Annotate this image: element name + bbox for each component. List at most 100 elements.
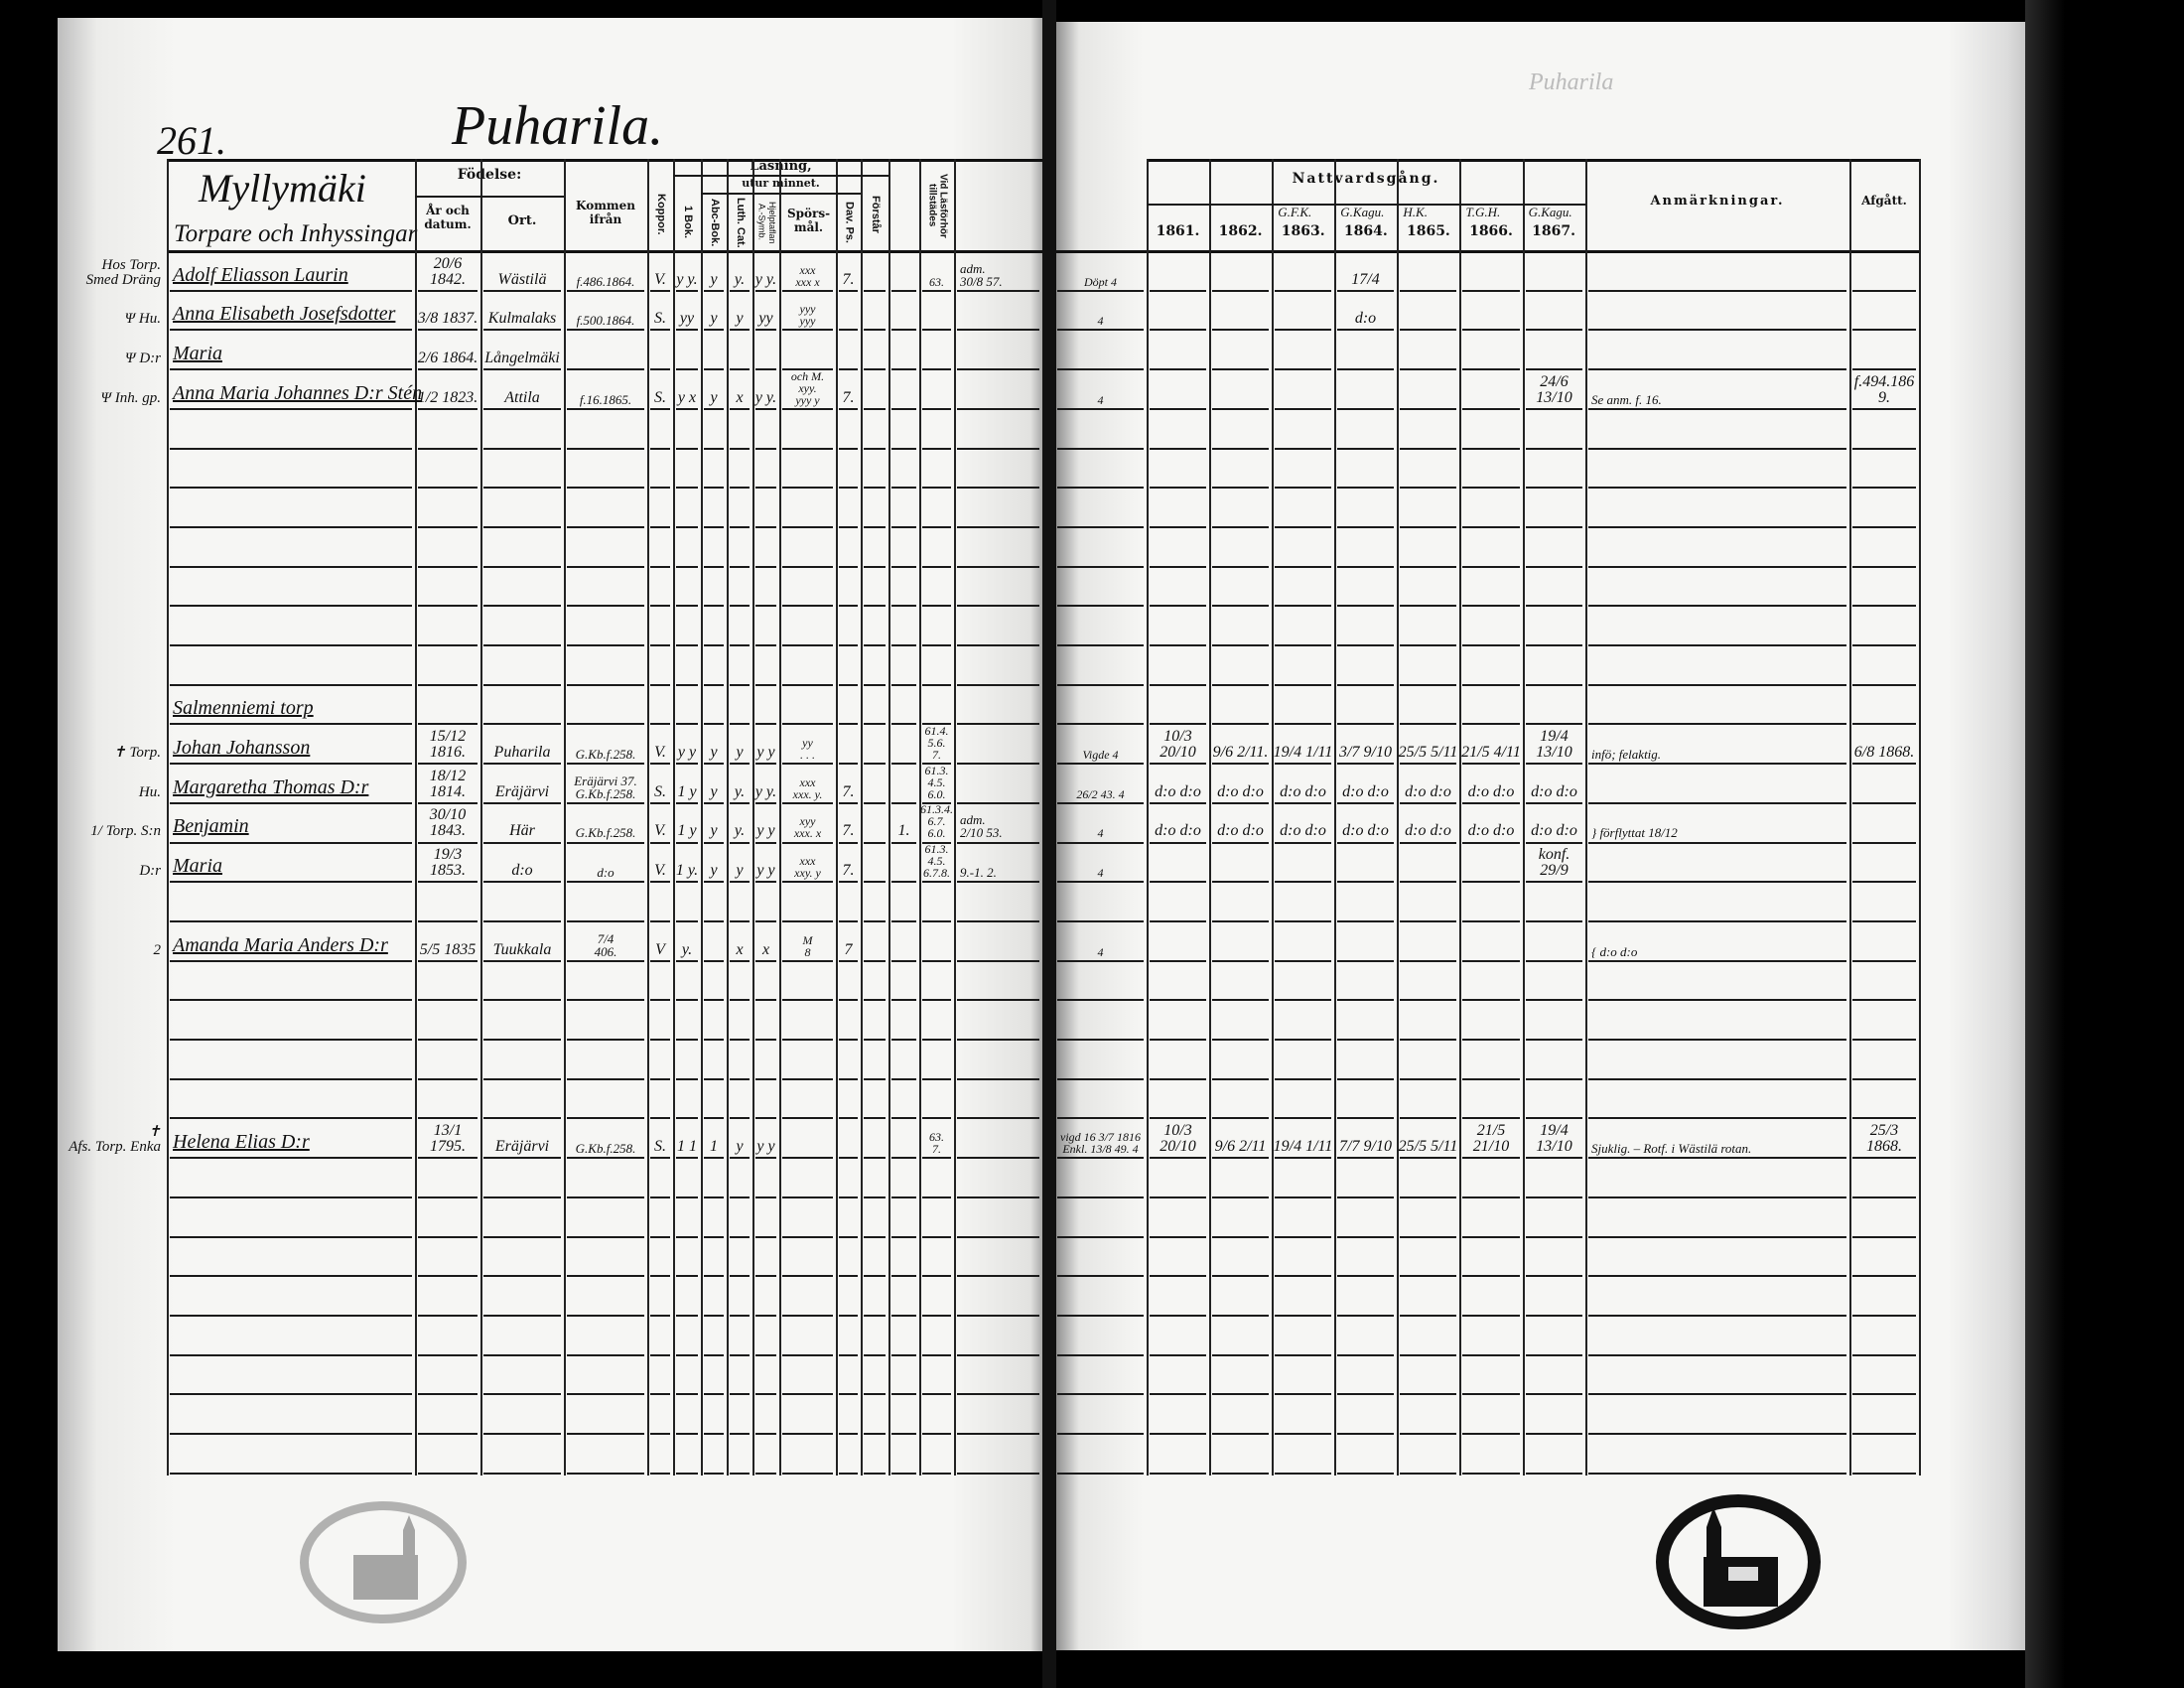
row-rule <box>1150 763 1206 766</box>
cell-note <box>954 726 1042 763</box>
row-rule <box>1337 1472 1394 1475</box>
cell-extra <box>888 1120 919 1157</box>
row-rule <box>1400 368 1456 371</box>
row-rule <box>864 841 886 844</box>
departed-header: Afgått. <box>1861 194 1907 208</box>
cell-y1867 <box>1523 1318 1585 1354</box>
row-rule <box>567 1157 644 1160</box>
cell-margin <box>60 1318 167 1354</box>
cell-dav <box>836 411 861 448</box>
cell-date <box>415 687 480 724</box>
row-rule <box>1150 1353 1206 1356</box>
row-rule <box>676 1353 698 1356</box>
cell-spors <box>779 1199 836 1236</box>
cell-from: f.16.1865. <box>579 391 632 407</box>
row-rule <box>1275 1353 1331 1356</box>
cell-hjelp <box>752 963 779 1000</box>
row-rule <box>1212 1196 1269 1198</box>
cell-luth: y <box>736 310 744 328</box>
row-rule <box>864 407 886 410</box>
row-rule <box>864 1472 886 1475</box>
row-rule <box>1588 1196 1846 1198</box>
cell-koppor <box>647 1239 673 1276</box>
church-drawing-icon <box>353 1515 418 1600</box>
row-rule <box>1275 525 1331 528</box>
cell-y1863 <box>1272 647 1334 684</box>
cell-koppor <box>647 687 673 724</box>
row-rule <box>1526 447 1582 450</box>
row-rule <box>1526 1235 1582 1238</box>
cell-bok1 <box>673 569 701 606</box>
row-rule <box>957 1393 1039 1396</box>
cell-luth: y <box>736 744 744 762</box>
cell-bok1 <box>673 1199 701 1236</box>
row-rule <box>1852 1039 1916 1041</box>
row-rule <box>782 1433 833 1435</box>
cell-y1867 <box>1523 1436 1585 1473</box>
row-rule <box>1275 644 1331 646</box>
row-rule <box>1400 1196 1456 1198</box>
cell-forstar <box>861 451 888 488</box>
cell-from <box>564 1278 647 1315</box>
cell-lasf <box>919 687 954 724</box>
row-rule <box>1852 368 1916 371</box>
cell-luth <box>727 1199 752 1236</box>
row-rule <box>418 999 478 1002</box>
row-rule <box>957 881 1039 884</box>
remarks-header: Anmärkningar. <box>1650 194 1785 209</box>
row-rule <box>676 1077 698 1080</box>
cell-bok1: 1 y. <box>675 862 699 880</box>
row-rule <box>755 644 776 646</box>
cell-y1864 <box>1334 371 1397 408</box>
year-annotation: G.Kagu. <box>1340 205 1385 219</box>
row-rule <box>1337 407 1394 410</box>
cell-extra <box>888 608 919 644</box>
row-rule <box>1462 841 1520 844</box>
row-rule <box>730 407 750 410</box>
row-rule <box>864 329 886 332</box>
cell-y1862 <box>1209 1199 1272 1236</box>
smallpox-header: Koppor. <box>655 194 668 235</box>
cell-spors <box>779 1160 836 1196</box>
row-rule <box>170 605 412 608</box>
cell-y1864 <box>1334 529 1397 566</box>
row-rule <box>782 1353 833 1356</box>
cell-pre <box>1054 490 1147 526</box>
row-rule <box>483 763 561 766</box>
cell-from <box>564 647 647 684</box>
cell-name <box>167 1278 415 1315</box>
row-rule <box>891 368 916 371</box>
row-rule <box>839 565 858 568</box>
year-header: 1867. <box>1532 223 1576 239</box>
row-rule <box>704 487 724 490</box>
row-rule <box>170 1077 412 1080</box>
row-rule <box>1400 1353 1456 1356</box>
row-rule <box>1462 1353 1520 1356</box>
column-divider <box>564 159 566 1476</box>
cell-name: Maria <box>173 855 222 878</box>
cell-bok1 <box>673 490 701 526</box>
row-rule <box>864 763 886 766</box>
cell-bok1: y x <box>677 388 697 406</box>
row-rule <box>755 1433 776 1435</box>
cell-from <box>564 687 647 724</box>
row-rule <box>839 487 858 490</box>
row-rule <box>864 565 886 568</box>
cell-y1863 <box>1272 371 1334 408</box>
cell-bok1 <box>673 1081 701 1118</box>
cell-bok1 <box>673 1318 701 1354</box>
cell-abc <box>701 884 727 920</box>
row-rule <box>957 1314 1039 1317</box>
cell-margin <box>60 490 167 526</box>
row-rule <box>1150 1077 1206 1080</box>
row-rule <box>418 881 478 884</box>
row-rule <box>839 1157 858 1160</box>
cell-dav <box>836 1278 861 1315</box>
row-rule <box>483 1314 561 1317</box>
cell-extra <box>888 1396 919 1433</box>
row-rule <box>483 881 561 884</box>
column-divider <box>919 159 921 1476</box>
right-page <box>1054 22 2037 1650</box>
row-rule <box>1057 1117 1144 1120</box>
cell-koppor <box>647 490 673 526</box>
